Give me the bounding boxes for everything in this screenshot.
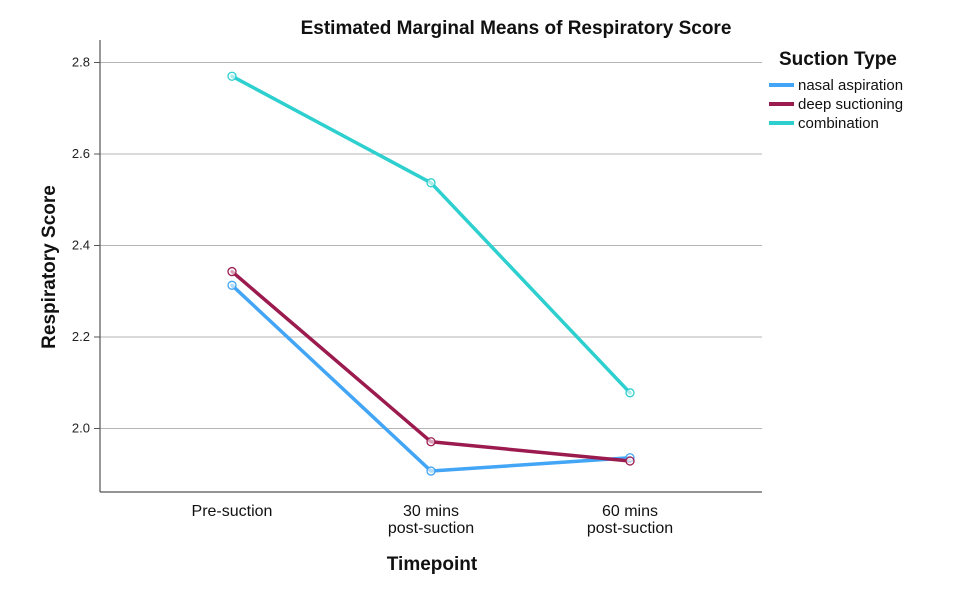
x-tick-label: 60 mins post-suction xyxy=(587,503,673,537)
legend-title: Suction Type xyxy=(779,49,897,70)
y-tick-label: 2.0 xyxy=(72,421,90,436)
x-tick-label-line: 60 mins xyxy=(602,503,658,520)
legend-label: deep suctioning xyxy=(798,96,903,113)
data-point xyxy=(426,178,436,188)
y-axis-title: Respiratory Score xyxy=(39,185,60,349)
series-line-1 xyxy=(230,269,632,463)
data-point xyxy=(625,388,635,398)
y-axis: 2.0 2.2 2.4 2.6 2.8 xyxy=(72,40,101,492)
x-tick-label: 30 mins post-suction xyxy=(388,503,474,537)
data-point xyxy=(426,466,436,476)
data-point xyxy=(426,437,436,447)
legend-label: nasal aspiration xyxy=(798,77,903,94)
data-point xyxy=(227,280,237,290)
x-axis-title: Timepoint xyxy=(387,554,478,575)
x-tick-label-line: 30 mins xyxy=(403,503,459,520)
gridlines xyxy=(100,62,762,429)
x-tick-label-line: post-suction xyxy=(587,520,673,537)
y-tick-label: 2.8 xyxy=(72,55,90,70)
x-tick-label-line: Pre-suction xyxy=(192,503,273,520)
data-point xyxy=(227,71,237,81)
data-point xyxy=(625,456,635,466)
chart-title: Estimated Marginal Means of Respiratory … xyxy=(301,18,732,39)
series-line-2 xyxy=(230,74,632,395)
y-tick-label: 2.6 xyxy=(72,146,90,161)
y-tick-label: 2.2 xyxy=(72,329,90,344)
legend: Suction Type nasal aspiration deep suctio… xyxy=(769,49,903,132)
y-tick-label: 2.4 xyxy=(72,238,90,253)
series-group xyxy=(227,71,635,476)
x-tick-label-line: post-suction xyxy=(388,520,474,537)
legend-label: combination xyxy=(798,115,879,132)
data-point xyxy=(227,266,237,277)
x-tick-label: Pre-suction xyxy=(192,503,273,520)
